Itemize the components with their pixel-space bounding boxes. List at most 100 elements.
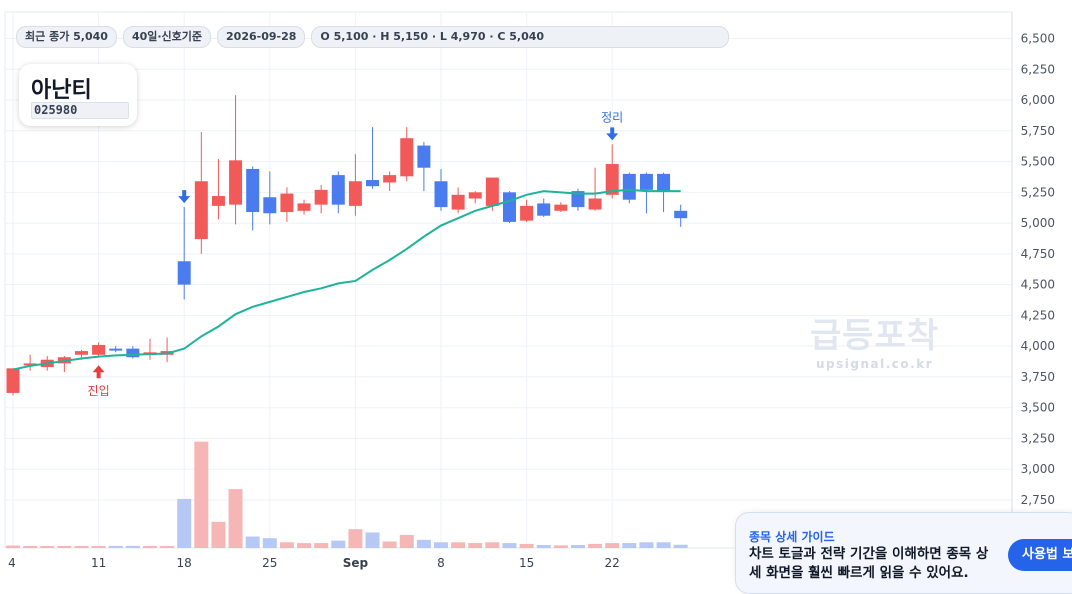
volume-bar	[40, 546, 55, 548]
candle	[348, 154, 362, 216]
candle-body	[605, 164, 619, 195]
candle-body	[520, 205, 534, 221]
x-tick-label: Sep	[343, 556, 369, 570]
volume-bar	[434, 542, 448, 548]
candle-body	[468, 192, 482, 199]
volume-bar	[365, 532, 380, 548]
volume-bar	[6, 545, 20, 548]
volume-bar	[262, 538, 277, 548]
candle-body	[92, 344, 106, 355]
candle	[434, 168, 448, 211]
volume-bar	[74, 546, 89, 548]
guide-card: 종목 상세 가이드 차트 토글과 전략 기간을 이해하면 종목 상세 화면을 훨…	[735, 512, 1072, 594]
candle-body	[297, 203, 311, 211]
candle	[502, 191, 516, 224]
close-price-chip: 최근 종가 5,040	[16, 26, 117, 48]
candle	[674, 204, 688, 227]
candle-body	[6, 368, 20, 393]
candle	[468, 191, 482, 204]
entry-arrow-icon	[92, 365, 105, 379]
candle	[246, 166, 260, 231]
candle-body	[537, 203, 551, 216]
candle-body	[554, 204, 568, 211]
candle-body	[639, 173, 653, 190]
plot-area	[4, 11, 1013, 549]
candle-body	[451, 194, 465, 210]
guide-title: 종목 상세 가이드	[749, 530, 835, 544]
volume-bar	[656, 542, 671, 548]
candle	[605, 144, 619, 199]
candle-body	[622, 173, 636, 200]
candle-body	[383, 175, 397, 183]
volume-bar	[570, 545, 585, 548]
candle-body	[571, 191, 585, 208]
candle-body	[246, 168, 260, 213]
candle	[23, 354, 37, 371]
volume-bar	[108, 545, 123, 548]
y-tick-label: 4,500	[1021, 278, 1055, 292]
stock-card: 아난티 025980	[19, 64, 137, 126]
candle	[639, 172, 653, 214]
candle	[400, 127, 414, 182]
volume-bar	[588, 543, 603, 548]
candle	[520, 199, 534, 222]
volume-bar	[451, 542, 466, 548]
y-tick-label: 3,250	[1021, 431, 1055, 445]
x-tick-label: 8	[437, 556, 445, 570]
volume-bar	[519, 543, 534, 548]
info-bar: 최근 종가 5,040 40일·신호기준 2026-09-28 O 5,100 …	[16, 26, 730, 48]
volume-bar	[331, 540, 346, 548]
x-tick-label: 11	[91, 556, 106, 570]
guide-open-button[interactable]: 사용법 보기	[1008, 539, 1072, 571]
volume-bar	[279, 542, 294, 548]
moving-average-line	[12, 188, 681, 371]
volume-bar	[639, 542, 654, 548]
candle-body	[211, 196, 225, 206]
candle	[280, 187, 294, 222]
candle	[109, 346, 123, 353]
x-tick-label: 25	[262, 556, 277, 570]
candle-body	[109, 348, 123, 351]
y-tick-label: 5,000	[1021, 216, 1055, 230]
candle-body	[23, 363, 37, 366]
volume-bar	[297, 543, 312, 548]
candle-body	[177, 261, 191, 285]
candle	[622, 172, 636, 204]
volume-bar	[348, 529, 363, 548]
volume-bar	[605, 543, 620, 548]
volume-bar	[382, 541, 397, 548]
stock-name: 아난티	[31, 78, 92, 103]
y-tick-label: 6,500	[1021, 32, 1055, 46]
candle-body	[417, 145, 431, 168]
candle	[126, 346, 140, 359]
y-tick-label: 3,750	[1021, 370, 1055, 384]
date-chip: 2026-09-28	[217, 26, 306, 48]
candle	[92, 342, 106, 358]
candle	[229, 95, 243, 225]
volume-bar	[622, 543, 637, 548]
volume-bar	[536, 545, 551, 548]
candle	[537, 198, 551, 217]
candle	[6, 368, 20, 396]
candle	[211, 159, 225, 220]
y-tick-label: 4,250	[1021, 308, 1055, 322]
volume-bar	[91, 546, 106, 548]
price-chart[interactable]: 6,500 6,250 6,000 5,750 5,500 5,250 5,000 4,750…	[0, 0, 1072, 579]
volume-bar	[468, 543, 483, 548]
candle-body	[485, 177, 499, 206]
candle	[331, 171, 345, 214]
candle-body	[502, 192, 516, 222]
candle	[297, 199, 311, 215]
x-tick-label: 18	[177, 556, 192, 570]
y-tick-label: 5,750	[1021, 124, 1055, 138]
watermark: 급등포착 upsignal.co.kr	[810, 308, 939, 371]
x-tick-label: 15	[519, 556, 534, 570]
stock-code: 025980	[31, 102, 129, 119]
candle-body	[331, 175, 345, 205]
volume-bar	[399, 534, 414, 548]
candle-body	[126, 348, 140, 358]
volume-bar	[125, 545, 140, 548]
y-tick-label: 6,250	[1021, 62, 1055, 76]
candle	[194, 132, 208, 254]
volume-bar	[502, 543, 517, 548]
